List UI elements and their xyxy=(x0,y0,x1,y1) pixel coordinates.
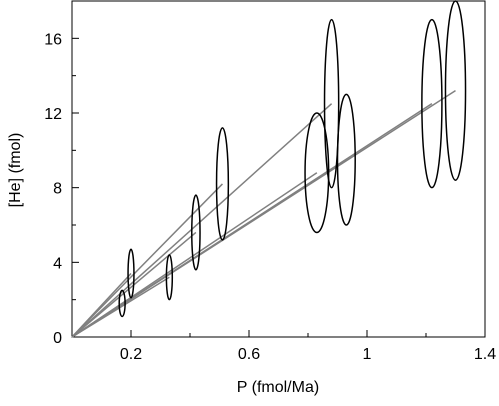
error-ellipse xyxy=(191,194,201,271)
error-ellipse xyxy=(165,254,174,301)
error-ellipse xyxy=(336,93,356,226)
fit-line xyxy=(71,183,223,338)
y-tick-label: 4 xyxy=(53,255,62,272)
x-tick-label: 0.6 xyxy=(238,346,260,363)
error-ellipse xyxy=(421,18,443,189)
plot-frame xyxy=(71,0,486,338)
error-ellipse xyxy=(323,18,340,189)
error-ellipse xyxy=(215,127,230,241)
error-ellipse xyxy=(444,0,467,181)
y-tick-label: 16 xyxy=(44,31,62,48)
x-tick-label: 1 xyxy=(363,346,372,363)
fit-line xyxy=(71,89,456,338)
fit-line xyxy=(71,172,318,338)
fit-line xyxy=(71,103,333,338)
y-tick-label: 8 xyxy=(53,181,62,198)
error-ellipse xyxy=(304,112,330,234)
x-tick-label: 0.2 xyxy=(120,346,142,363)
y-tick-label: 12 xyxy=(44,106,62,123)
error-ellipse xyxy=(127,248,135,299)
y-tick-label: 0 xyxy=(53,330,62,347)
x-tick-label: 1.4 xyxy=(474,346,496,363)
error-ellipse xyxy=(118,289,126,318)
x-axis-label: P (fmol/Ma) xyxy=(237,379,319,396)
y-axis-label: [He] (fmol) xyxy=(7,133,24,208)
